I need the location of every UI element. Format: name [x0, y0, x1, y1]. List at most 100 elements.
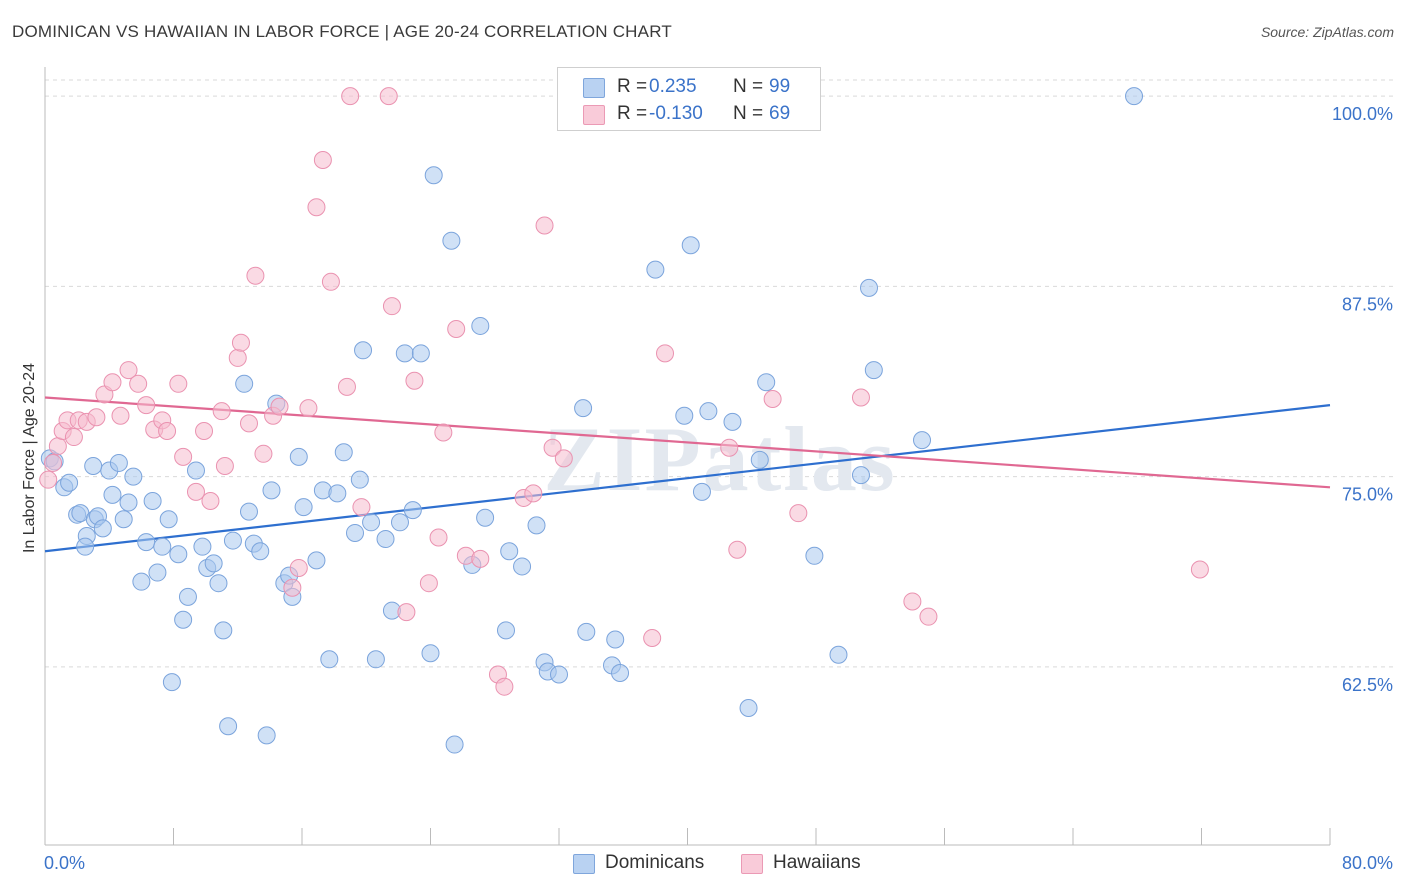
hawaiian-point	[419, 574, 438, 593]
hawaiian-point	[720, 438, 739, 457]
dominican-point	[376, 530, 395, 549]
hawaiian-point	[103, 373, 122, 392]
dominican-point	[159, 510, 178, 529]
hawaiian-point	[48, 437, 67, 456]
hawaiian-point	[313, 151, 332, 170]
dominican-point	[421, 644, 440, 663]
dominican-point	[606, 630, 625, 649]
blue-swatch-icon	[573, 854, 595, 874]
hawaiian-point	[137, 396, 156, 415]
dominican-point	[251, 542, 270, 561]
x-tick-label: 80.0%	[1342, 853, 1393, 873]
legend-label: Dominicans	[605, 852, 705, 873]
dominican-point	[153, 537, 172, 556]
dominican-point	[148, 563, 167, 582]
y-tick-label: 75.0%	[1342, 485, 1393, 505]
dominican-point	[550, 665, 568, 684]
pink-swatch-icon	[741, 854, 763, 874]
y-tick-label: 87.5%	[1342, 294, 1393, 314]
dominican-point	[390, 513, 409, 532]
tick-labels: 62.5% 75.0% 87.5% 100.0% 0.0% 80.0%	[44, 104, 1393, 873]
y-axis-title: In Labor Force | Age 20-24	[21, 362, 38, 554]
dominican-point	[178, 587, 197, 606]
dominican-point	[496, 621, 515, 640]
n-value: 99	[769, 76, 791, 97]
hawaiian-point	[321, 272, 340, 291]
dominican-point	[114, 510, 133, 529]
dominican-point	[354, 341, 373, 360]
dominican-point	[750, 450, 769, 469]
dominican-point	[186, 461, 205, 480]
dominican-point	[307, 551, 326, 570]
watermark: ZIPatlas	[543, 408, 896, 510]
dominican-point	[574, 399, 593, 418]
hawaiian-point	[495, 677, 514, 696]
hawaiian-point	[535, 216, 554, 235]
dominican-point	[675, 406, 694, 425]
dominican-point	[692, 482, 711, 501]
hawaiian-point	[554, 449, 573, 468]
blue-swatch-icon	[583, 78, 605, 98]
hawaiian-point	[289, 558, 308, 577]
dominican-point	[395, 344, 414, 363]
hawaiian-point	[158, 421, 177, 440]
hawaiian-point	[763, 390, 782, 409]
n-label: N =	[733, 103, 764, 124]
hawaiian-point	[341, 87, 360, 106]
dominican-point	[119, 493, 138, 512]
dominican-point	[860, 278, 879, 297]
hawaiian-point	[254, 444, 273, 463]
dominican-point	[209, 574, 228, 593]
dominican-point	[235, 374, 254, 393]
trend-lines	[44, 396, 1331, 553]
dominican-point	[162, 673, 181, 692]
hawaiian-point	[789, 504, 808, 523]
hawaiian-point	[379, 87, 398, 106]
dominican-point	[513, 557, 532, 576]
dominican-point	[527, 516, 546, 535]
x-tick-label: 0.0%	[44, 853, 85, 873]
dominican-point	[757, 373, 776, 392]
dominican-point	[334, 443, 353, 462]
dominican-point	[328, 484, 347, 503]
hawaiian-point	[851, 388, 870, 407]
dominican-point	[257, 726, 276, 745]
dominican-point	[223, 531, 242, 550]
dominican-point	[124, 467, 143, 486]
dominican-point	[214, 621, 233, 640]
source-label: Source: ZipAtlas.com	[1260, 24, 1394, 40]
hawaiian-point	[39, 470, 58, 489]
hawaiian-point	[129, 374, 148, 393]
hawaiian-point	[64, 428, 83, 447]
dominican-point	[646, 260, 665, 279]
hawaiian-point	[119, 361, 138, 380]
dominican-point	[76, 537, 95, 556]
dominican-point	[193, 537, 212, 556]
hawaiian-point	[283, 578, 302, 597]
dominican-point	[445, 735, 464, 754]
dominican-point	[411, 344, 430, 363]
hawaiian-point	[246, 266, 265, 285]
dominican-point	[219, 717, 238, 736]
hawaiian-point	[201, 491, 220, 510]
dominican-point	[851, 466, 870, 485]
dominican-point	[60, 473, 79, 492]
dominican-point	[403, 501, 422, 520]
hawaiian-point	[270, 397, 289, 416]
dominican-point	[1125, 87, 1144, 106]
legend-label: Hawaiians	[773, 852, 861, 873]
dominican-point	[739, 699, 758, 718]
hawaiian-point	[44, 453, 63, 472]
axes	[44, 67, 1331, 846]
dominican-point	[424, 166, 443, 185]
y-tick-label: 62.5%	[1342, 675, 1393, 695]
dominican-point	[103, 485, 122, 504]
hawaiian-point	[352, 498, 371, 517]
dominican-point	[829, 645, 848, 664]
r-label: R =	[617, 76, 648, 97]
dominican-point	[239, 502, 258, 521]
hawaiian-point	[397, 603, 416, 622]
dominican-point	[174, 610, 193, 629]
hawaiian-point	[239, 414, 258, 433]
dominican-point	[723, 412, 742, 431]
